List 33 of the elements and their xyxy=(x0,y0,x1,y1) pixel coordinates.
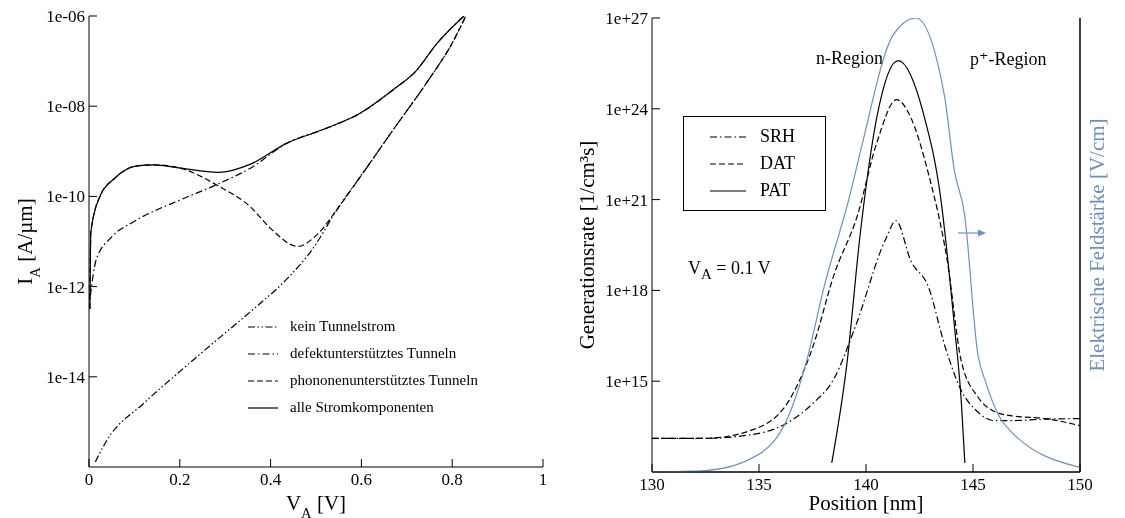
x-tick-label: 145 xyxy=(960,475,986,495)
y-axis-title: Generationsrate [1/cm³s] xyxy=(575,140,599,350)
legend-label: DAT xyxy=(760,153,795,174)
x-tick-label: 135 xyxy=(746,475,772,495)
annotation: p⁺-Region xyxy=(970,48,1047,70)
y2-axis-title: Elektrische Feldstärke [V/cm] xyxy=(1085,118,1109,372)
x-tick-label: 1 xyxy=(538,470,548,490)
legend-label: defektunterstütztes Tunneln xyxy=(290,345,457,362)
annotation: n-Region xyxy=(816,48,883,69)
x-tick-label: 0.6 xyxy=(350,470,373,490)
x-tick-label: 0.4 xyxy=(259,470,282,490)
legend-label: phononenunterstütztes Tunneln xyxy=(290,372,478,389)
legend-label: alle Stromkomponenten xyxy=(290,399,434,416)
y-tick-label: 1e+18 xyxy=(605,281,648,301)
x-tick-label: 130 xyxy=(639,475,665,495)
y-tick-label: 1e-14 xyxy=(46,367,86,387)
x-axis-title: V$_{A}$ [V] xyxy=(285,491,347,518)
y-tick-label: 1e+21 xyxy=(605,190,648,210)
y-tick-label: 1e-06 xyxy=(46,7,85,27)
y-tick-label: 1e-08 xyxy=(46,97,85,117)
legend-label: PAT xyxy=(760,180,791,201)
annotation: V$_{A}$ = 0.1 V xyxy=(688,258,771,283)
y-tick-label: 1e-12 xyxy=(46,277,85,297)
legend-label: SRH xyxy=(760,126,796,147)
y-tick-label: 1e-10 xyxy=(46,187,85,207)
x-tick-label: 0.8 xyxy=(441,470,463,490)
y-tick-label: 1e+27 xyxy=(605,9,649,29)
x-tick-label: 0 xyxy=(84,470,94,490)
x-tick-label: 150 xyxy=(1067,475,1093,495)
y-tick-label: 1e+15 xyxy=(605,372,648,392)
x-tick-label: 0.2 xyxy=(169,470,191,490)
y-tick-label: 1e+24 xyxy=(605,99,649,119)
legend-label: kein Tunnelstrom xyxy=(290,318,396,335)
